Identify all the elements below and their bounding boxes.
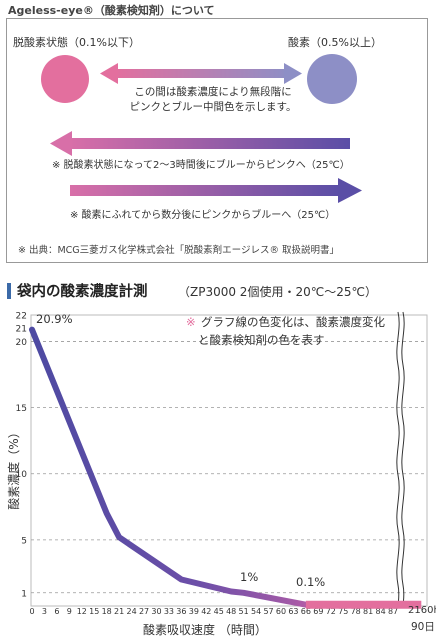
chart-title-marker [7,283,11,299]
x-tick-label: 78 [351,607,361,616]
pink-circle-icon [41,55,89,103]
x-tick-label: 15 [89,607,99,616]
chart-grid [31,341,427,594]
x-tick-label: 9 [67,607,72,616]
x-tick-label: 72 [326,607,336,616]
x-tick-label: 60 [276,607,286,616]
x-tick-label: 21 [114,607,124,616]
legend-note-mark: ※ [186,315,196,329]
x-tick-label: 42 [201,607,211,616]
oxygen-curve [29,326,309,608]
y-tick-label: 5 [21,536,27,546]
annotation-0-1: 0.1% [296,575,325,589]
left-arrow-icon [50,131,350,156]
x-axis-label: 酸素吸収速度 （時間） [143,622,267,637]
y-tick-label: 10 [16,470,28,480]
x-tick-label: 3 [42,607,47,616]
x-tick-label: 6 [54,607,59,616]
source-citation: ※ 出典：MCG三菱ガス化学株式会社「脱酸素剤エージレス® 取扱説明書」 [18,245,340,256]
x-tick-label: 33 [164,607,174,616]
y-tick-labels: 22 21 20 15 10 5 1 [16,312,28,600]
legend-note-line1: グラフ線の色変化は、酸素濃度変化 [201,315,385,329]
note-blue-to-pink: ※ 脱酸素状態になって2～3時間後にブルーからピンクへ（25℃） [52,160,350,171]
x-end-label: 2160h [408,605,436,616]
y-tick-label: 22 [16,312,27,322]
oxygen-label: 酸素（0.5%以上） [288,36,382,49]
x-tick-label: 45 [214,607,224,616]
x-tick-label: 30 [151,607,161,616]
double-arrow-icon [100,63,302,84]
x-tick-label: 24 [127,607,137,616]
legend-note-line2: と酸素検知剤の色を表す [198,333,325,347]
y-tick-label: 21 [16,325,27,335]
intermediate-color-text-line1: この間は酸素濃度により無段階に [134,86,292,98]
chart-title: 袋内の酸素濃度計測 [17,284,148,300]
x-tick-label: 63 [288,607,298,616]
annotation-1: 1% [240,570,258,584]
blue-circle-icon [307,54,357,104]
y-tick-label: 20 [16,338,28,348]
intermediate-color-text: この間は酸素濃度により無段階に ピンクとブルー中間色を示します。 [88,85,338,115]
x-tick-label: 69 [313,607,323,616]
x-end-sublabel: 90日 [411,621,435,633]
x-tick-labels: 0 3 6 9 12 15 18 21 24 27 30 33 36 39 42 45 48 51 54 57 60 63… [29,607,398,616]
x-tick-label: 81 [363,607,373,616]
x-tick-label: 0 [29,607,34,616]
intermediate-color-text-line2: ピンクとブルー中間色を示します。 [129,101,297,113]
annotation-20-9: 20.9% [36,312,73,326]
x-tick-label: 48 [226,607,236,616]
y-tick-label: 1 [21,589,27,599]
y-tick-label: 15 [16,404,27,414]
x-tick-label: 84 [376,607,386,616]
x-tick-label: 87 [388,607,398,616]
chart-frame [30,314,428,607]
deoxygenated-label: 脱酸素状態（0.1%以下） [13,36,140,49]
x-tick-label: 54 [251,607,261,616]
note-pink-to-blue: ※ 酸素にふれてから数分後にピンクからブルーへ（25℃） [70,210,336,221]
x-tick-label: 12 [77,607,87,616]
x-tick-label: 39 [189,607,199,616]
x-tick-label: 66 [301,607,311,616]
chart-conditions: （ZP3000 2個使用・20℃～25℃） [178,285,377,299]
x-tick-label: 75 [338,607,348,616]
y-axis-label: 酸素濃度（%） [6,426,21,509]
x-tick-label: 51 [239,607,249,616]
axis-break-mark [396,311,405,609]
x-tick-label: 57 [263,607,273,616]
page-title: Ageless-eye®（酸素検知剤）について [8,4,215,17]
x-tick-label: 36 [176,607,186,616]
right-arrow-icon [70,178,362,203]
x-tick-label: 27 [139,607,149,616]
x-tick-label: 18 [102,607,112,616]
